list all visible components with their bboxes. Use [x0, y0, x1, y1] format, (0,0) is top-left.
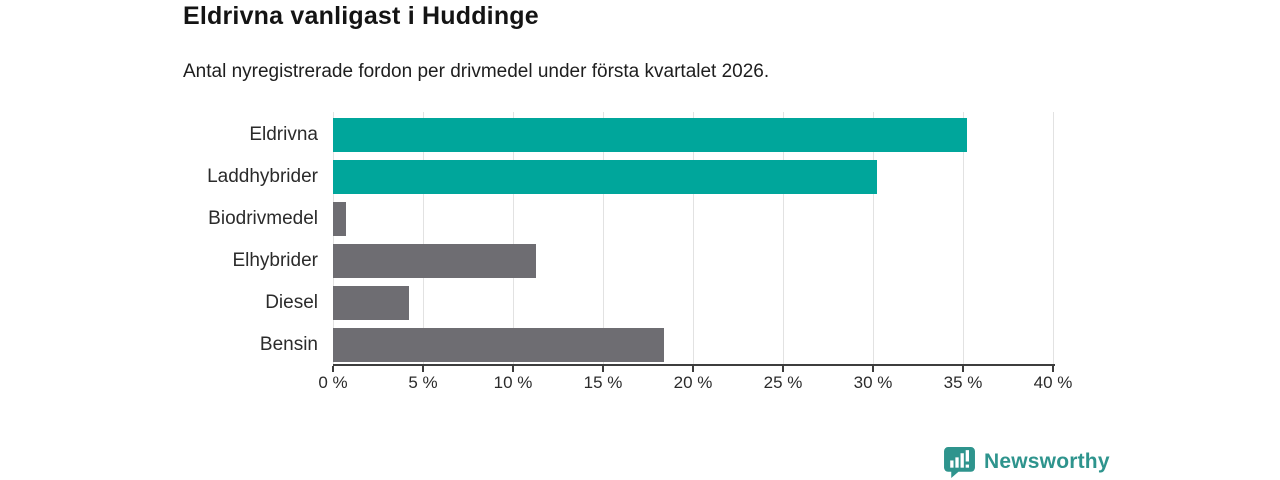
x-tick-label-35: 35 %	[943, 373, 983, 392]
gridline-35	[963, 112, 964, 365]
x-tick-0	[332, 366, 334, 372]
x-axis-baseline	[333, 364, 1055, 366]
gridline-30	[873, 112, 874, 365]
x-tick-40	[1052, 366, 1054, 372]
category-label-diesel: Diesel	[265, 291, 318, 313]
brand-footer: Newsworthy	[943, 446, 1110, 478]
x-tick-5	[422, 366, 424, 372]
x-tick-35	[962, 366, 964, 372]
x-tick-label-30: 30 %	[853, 373, 893, 392]
gridline-0	[333, 112, 334, 365]
x-tick-label-0: 0 %	[318, 373, 348, 392]
gridline-10	[513, 112, 514, 365]
x-tick-label-5: 5 %	[408, 373, 438, 392]
bar-eldrivna	[333, 118, 967, 152]
x-tick-label-20: 20 %	[673, 373, 713, 392]
gridline-15	[603, 112, 604, 365]
bar-laddhybrider	[333, 159, 877, 194]
gridline-5	[423, 112, 424, 365]
bar-elhybrider	[333, 243, 537, 278]
brand-name: Newsworthy	[984, 450, 1110, 473]
x-tick-label-25: 25 %	[763, 373, 803, 392]
plot-area	[333, 112, 1054, 365]
category-label-bensin: Bensin	[259, 333, 318, 355]
bar-bensin	[333, 327, 665, 362]
x-tick-25	[782, 366, 784, 372]
x-tick-10	[512, 366, 514, 372]
gridline-40	[1053, 112, 1054, 365]
chart-title: Eldrivna vanligast i Huddinge	[183, 2, 539, 30]
chart-subtitle: Antal nyregistrerade fordon per drivmede…	[183, 61, 770, 82]
category-label-elhybrider: Elhybrider	[232, 249, 318, 271]
category-label-eldrivna: Eldrivna	[249, 124, 318, 145]
x-tick-15	[602, 366, 604, 372]
x-tick-label-40: 40 %	[1033, 373, 1073, 392]
bar-biodrivmedel	[333, 201, 346, 236]
x-tick-label-10: 10 %	[493, 373, 533, 392]
x-tick-20	[692, 366, 694, 372]
newsworthy-bar-chart-bubble-icon	[944, 447, 975, 478]
x-tick-30	[872, 366, 874, 372]
gridline-20	[693, 112, 694, 365]
gridline-25	[783, 112, 784, 365]
x-tick-label-15: 15 %	[583, 373, 623, 392]
bar-diesel	[333, 285, 409, 320]
category-label-laddhybrider: Laddhybrider	[207, 165, 318, 187]
category-label-biodrivmedel: Biodrivmedel	[208, 207, 318, 229]
